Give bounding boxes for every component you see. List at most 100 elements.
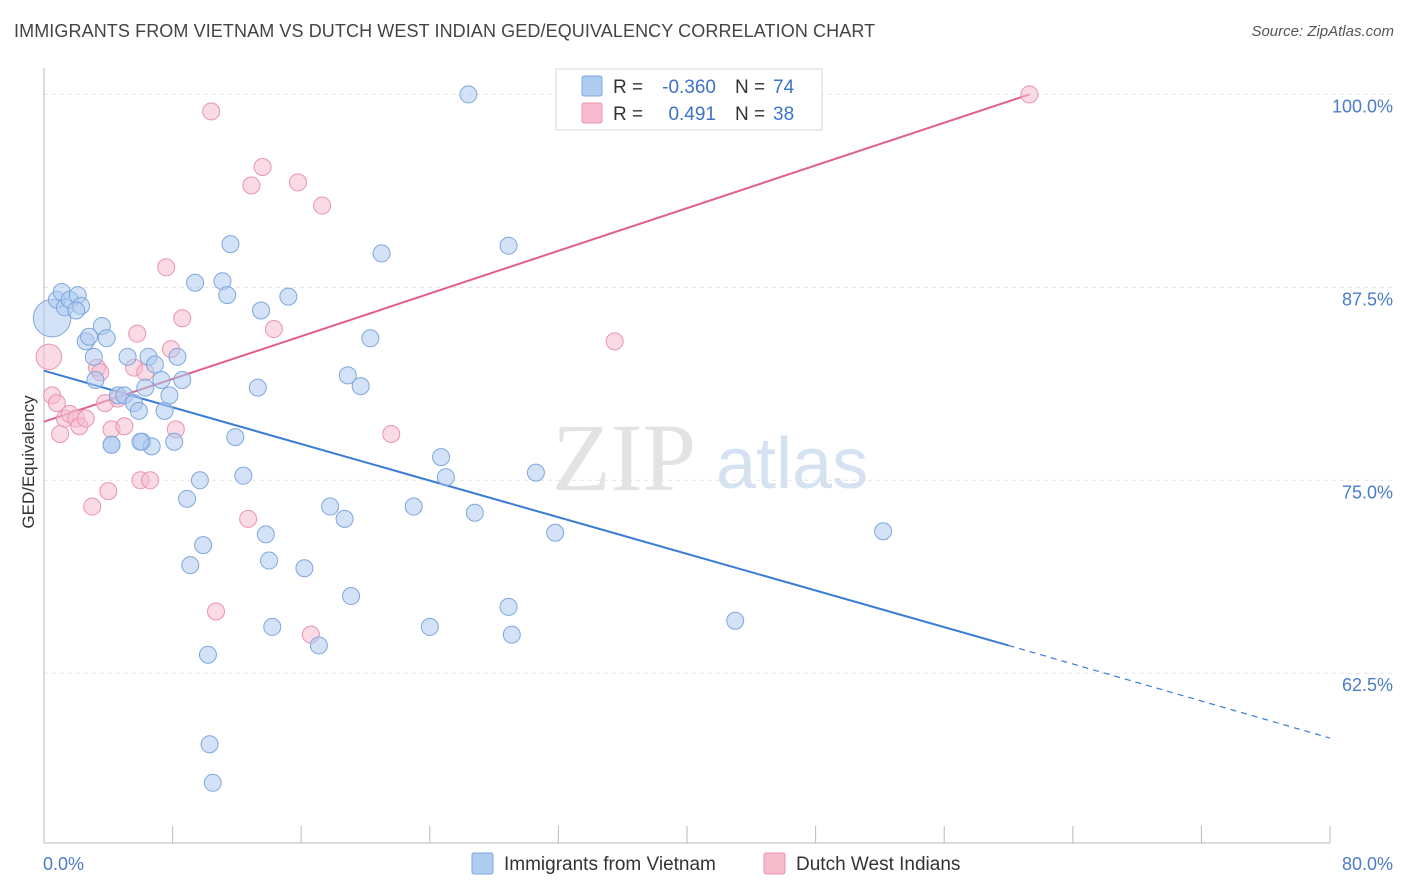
data-point-immigrants-from-vietnam [102,435,121,454]
trend-line-vietnam [43,369,1009,647]
data-point-dutch-west-indians [128,324,147,343]
data-point-immigrants-from-vietnam [152,370,171,389]
data-point-immigrants-from-vietnam [465,503,484,522]
data-point-immigrants-from-vietnam [279,287,298,306]
data-point-immigrants-from-vietnam [234,466,253,485]
bottom-legend-swatch-blue [471,852,494,875]
data-point-immigrants-from-vietnam [726,611,745,630]
data-point-immigrants-from-vietnam [145,355,164,374]
legend-swatch-pink [581,102,603,124]
data-point-immigrants-from-vietnam [321,497,340,516]
data-point-dutch-west-indians [115,417,134,436]
data-point-immigrants-from-vietnam [309,636,328,655]
data-point-immigrants-from-vietnam [459,85,478,104]
data-point-immigrants-from-vietnam [155,401,174,420]
data-point-immigrants-from-vietnam [181,556,200,575]
data-point-immigrants-from-vietnam [80,327,99,346]
data-point-immigrants-from-vietnam [338,366,357,385]
data-point-immigrants-from-vietnam [129,401,148,420]
data-point-dutch-west-indians [83,497,102,516]
data-point-immigrants-from-vietnam [221,235,240,254]
data-point-immigrants-from-vietnam [263,617,282,636]
legend-n-label-2: N = [735,104,765,125]
data-point-immigrants-from-vietnam [173,370,192,389]
correlation-legend: R = -0.360 N = 74 R = 0.491 N = 38 [555,68,823,131]
data-point-immigrants-from-vietnam [178,489,197,508]
legend-swatch-blue [581,75,603,97]
watermark-atlas: atlas [716,424,868,504]
x-ticks [43,826,1331,843]
data-point-dutch-west-indians [141,471,160,490]
data-point-immigrants-from-vietnam [404,497,423,516]
watermark: ZIP atlas [552,404,868,511]
data-point-immigrants-from-vietnam [160,386,179,405]
legend-r-value-1: -0.360 [662,77,716,98]
data-point-dutch-west-indians [207,602,226,621]
x-tick-label-max: 80.0% [1342,854,1393,874]
data-point-immigrants-from-vietnam [226,428,245,447]
chart-source: Source: ZipAtlas.com [1251,23,1394,40]
data-point-dutch-west-indians [157,258,176,277]
data-point-immigrants-from-vietnam [165,432,184,451]
series-immigrants-from-vietnam [32,85,893,792]
data-point-immigrants-from-vietnam [248,378,267,397]
data-point-dutch-west-indians [202,102,221,121]
data-point-immigrants-from-vietnam [136,378,155,397]
data-point-dutch-west-indians [1020,85,1039,104]
data-point-dutch-west-indians [76,409,95,428]
data-point-immigrants-from-vietnam [372,244,391,263]
data-point-immigrants-from-vietnam [218,286,237,305]
data-point-dutch-west-indians [173,309,192,328]
data-point-immigrants-from-vietnam [118,347,137,366]
data-point-dutch-west-indians [99,482,118,501]
data-point-immigrants-from-vietnam [67,301,86,320]
data-point-dutch-west-indians [605,332,624,351]
data-point-immigrants-from-vietnam [190,471,209,490]
data-point-immigrants-from-vietnam [342,587,361,606]
data-point-immigrants-from-vietnam [420,617,439,636]
data-point-immigrants-from-vietnam [186,273,205,292]
data-point-immigrants-from-vietnam [499,597,518,616]
data-point-dutch-west-indians [288,173,307,192]
chart-title: IMMIGRANTS FROM VIETNAM VS DUTCH WEST IN… [14,21,876,41]
legend-r-label-1: R = [613,77,643,98]
y-axis-label: GED/Equivalency [19,395,38,529]
trend-line-dutch-west-indians [43,93,1030,423]
legend-n-value-1: 74 [773,77,795,98]
data-point-immigrants-from-vietnam [198,645,217,664]
data-point-immigrants-from-vietnam [86,370,105,389]
bottom-legend-label-2: Dutch West Indians [796,854,960,875]
legend-r-value-2: 0.491 [668,104,716,125]
data-point-immigrants-from-vietnam [256,525,275,544]
data-point-immigrants-from-vietnam [252,301,271,320]
y-tick-label: 75.0% [1342,482,1393,502]
data-point-immigrants-from-vietnam [432,448,451,467]
data-point-dutch-west-indians [382,424,401,443]
x-tick-label-min: 0.0% [43,854,84,874]
data-point-dutch-west-indians [264,320,283,339]
data-point-immigrants-from-vietnam [335,509,354,528]
data-point-dutch-west-indians [242,176,261,195]
legend-n-value-2: 38 [773,104,794,125]
data-point-dutch-west-indians [51,424,70,443]
series-dutch-west-indians [35,85,1039,644]
y-tick-labels: 62.5% 75.0% 87.5% 100.0% [1332,96,1393,695]
series-legend: Immigrants from Vietnam Dutch West India… [471,852,960,875]
data-point-immigrants-from-vietnam [131,432,150,451]
data-point-immigrants-from-vietnam [874,522,893,541]
data-point-immigrants-from-vietnam [499,236,518,255]
data-point-immigrants-from-vietnam [351,377,370,396]
trend-lines [43,93,1331,739]
data-point-immigrants-from-vietnam [168,347,187,366]
data-point-immigrants-from-vietnam [194,536,213,555]
data-point-immigrants-from-vietnam [546,523,565,542]
y-tick-label: 87.5% [1342,289,1393,309]
data-point-immigrants-from-vietnam [84,347,103,366]
data-point-dutch-west-indians [35,343,63,371]
trend-line-vietnam-extrapolated [1008,644,1331,739]
data-point-immigrants-from-vietnam [295,559,314,578]
bottom-legend-label-1: Immigrants from Vietnam [504,854,716,875]
data-point-dutch-west-indians [239,509,258,528]
data-point-dutch-west-indians [313,196,332,215]
watermark-zip: ZIP [552,404,696,511]
